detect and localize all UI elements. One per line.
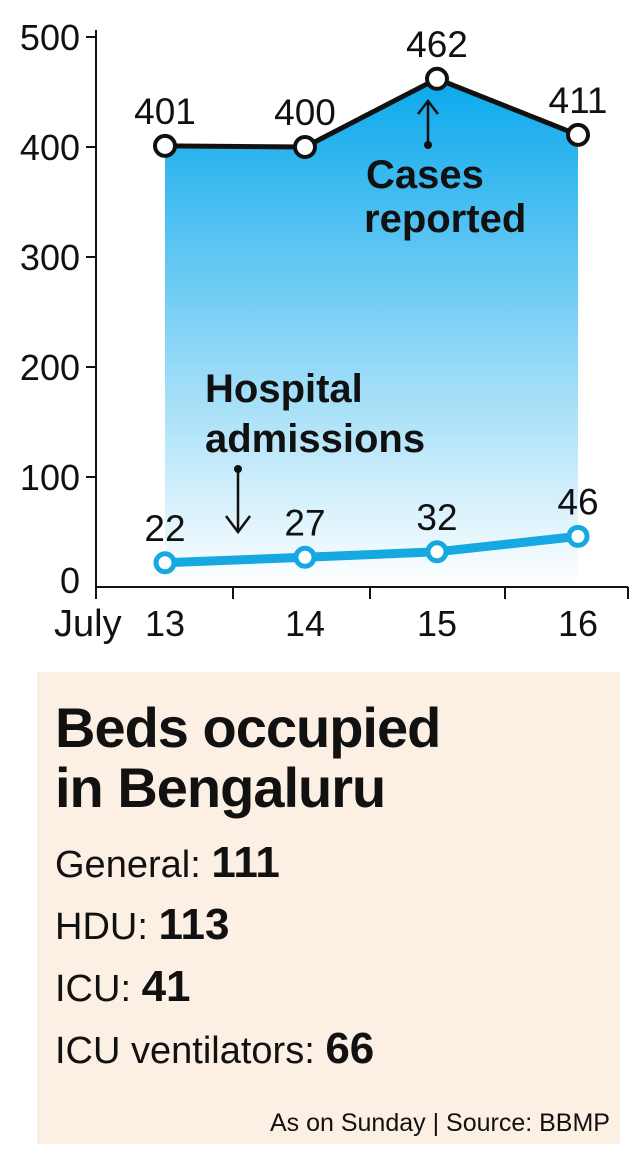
beds-value: 41 — [141, 962, 191, 1011]
cases-data-label-14: 400 — [274, 92, 336, 133]
y-tick-label-0: 0 — [60, 560, 80, 601]
x-tick-label-15: 15 — [417, 603, 457, 644]
admissions-annotation-line-2: admissions — [205, 417, 425, 461]
beds-label: ICU: — [55, 968, 142, 1010]
beds-value: 113 — [158, 900, 230, 949]
y-tick-label-400: 400 — [20, 127, 80, 168]
source-note: As on Sunday | Source: BBMP — [269, 1109, 610, 1137]
cases-annotation-dot — [424, 141, 432, 149]
cases-data-label-15: 462 — [406, 24, 468, 65]
cases-data-label-13: 401 — [134, 91, 196, 132]
beds-title: Beds occupied in Bengaluru — [55, 698, 620, 818]
beds-occupied-panel: Beds occupied in Bengaluru General: 111 … — [37, 672, 620, 1144]
admissions-point-14 — [293, 545, 317, 569]
cases-annotation-line-2: reported — [364, 197, 526, 241]
y-tick-label-500: 500 — [20, 17, 80, 58]
beds-label: HDU: — [55, 906, 159, 948]
cases-area — [165, 78, 578, 588]
admissions-point-13 — [153, 551, 177, 575]
y-tick-label-300: 300 — [20, 237, 80, 278]
beds-title-line-1: Beds occupied — [55, 696, 441, 759]
admissions-data-label-13: 22 — [144, 508, 185, 549]
axes: 0 100 200 300 400 500 13 14 15 16 July — [20, 17, 629, 645]
admissions-annotation-line-1: Hospital — [205, 367, 363, 411]
cases-annotation-line-1: Cases — [366, 153, 484, 197]
admissions-data-label-14: 27 — [284, 502, 325, 543]
admissions-point-16 — [566, 524, 590, 548]
cases-area-layer — [165, 78, 578, 588]
beds-row-icu-ventilators: ICU ventilators: 66 — [55, 1018, 620, 1080]
beds-row-general: General: 111 — [55, 832, 620, 894]
beds-title-line-2: in Bengaluru — [55, 756, 386, 819]
x-tick-label-13: 13 — [145, 603, 185, 644]
line-area-chart: 0 100 200 300 400 500 13 14 15 16 July 401 400 462 41… — [20, 17, 629, 645]
beds-value: 66 — [325, 1024, 375, 1073]
x-tick-label-16: 16 — [558, 603, 598, 644]
series-layer — [153, 66, 590, 575]
y-tick-label-200: 200 — [20, 347, 80, 388]
admissions-data-label-16: 46 — [557, 481, 598, 522]
admissions-line — [160, 531, 583, 568]
y-tick-label-100: 100 — [20, 457, 80, 498]
cases-point-15 — [425, 66, 449, 91]
cases-point-14 — [293, 135, 317, 159]
beds-label: ICU ventilators: — [55, 1030, 326, 1072]
cases-data-label-16: 411 — [549, 80, 608, 121]
beds-row-icu: ICU: 41 — [55, 956, 620, 1018]
cases-point-16 — [566, 122, 590, 147]
beds-list: General: 111 HDU: 113 ICU: 41 ICU ventil… — [55, 832, 620, 1080]
cases-annotation-arrowhead — [417, 98, 439, 115]
cases-line — [164, 76, 579, 150]
admissions-annotation-arrowhead — [225, 515, 251, 535]
x-tick-label-14: 14 — [285, 603, 325, 644]
admissions-point-15 — [425, 540, 449, 564]
beds-label: General: — [55, 844, 212, 886]
x-axis-label: July — [54, 603, 122, 645]
beds-value: 111 — [211, 838, 280, 887]
admissions-data-label-15: 32 — [416, 497, 457, 538]
cases-point-13 — [153, 133, 177, 158]
beds-row-hdu: HDU: 113 — [55, 894, 620, 956]
